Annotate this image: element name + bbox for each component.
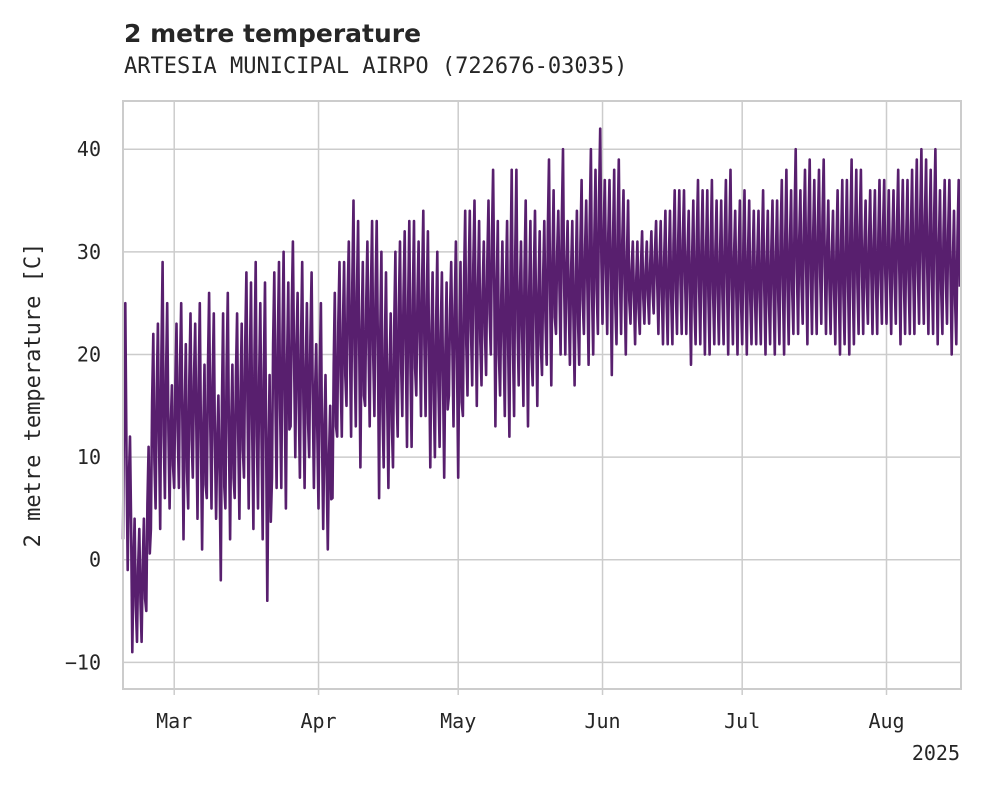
x-tick-label: Mar [156, 709, 192, 733]
temperature-line-layer [121, 127, 962, 654]
temperature-series-line [121, 127, 962, 654]
chart-title: 2 metre temperature [124, 19, 421, 48]
x-tick-label: Aug [868, 709, 904, 733]
x-tick-label: Jun [584, 709, 620, 733]
x-tick-label: May [440, 709, 476, 733]
x-tick-label: Apr [300, 709, 336, 733]
x-year-label: 2025 [912, 741, 960, 765]
y-tick-label: 30 [77, 240, 101, 264]
y-tick-label: 20 [77, 342, 101, 366]
y-tick-labels: −10 0 10 20 30 40 [65, 137, 101, 674]
y-tick-label: 40 [77, 137, 101, 161]
plot-frame [122, 100, 962, 690]
y-tick-label: 0 [89, 548, 101, 572]
x-tick-label: Jul [724, 709, 760, 733]
x-tick-labels: Mar Apr May Jun Jul Aug [156, 709, 904, 733]
y-tick-label: −10 [65, 650, 101, 674]
chart-subtitle: ARTESIA MUNICIPAL AIRPO (722676-03035) [124, 54, 627, 79]
y-axis-label: 2 metre temperature [C] [21, 243, 46, 548]
y-tick-label: 10 [77, 445, 101, 469]
